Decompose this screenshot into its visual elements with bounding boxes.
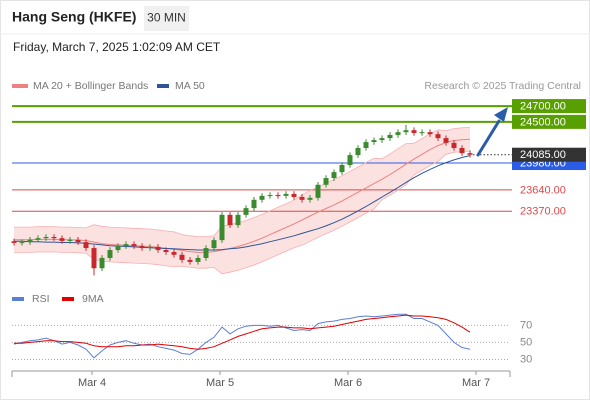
rsi-line: [13, 313, 471, 359]
candle-body: [451, 142, 457, 148]
candle-body: [163, 250, 169, 253]
interval-box: [144, 6, 189, 31]
candle-body: [355, 147, 361, 156]
candle-body: [227, 214, 233, 226]
candle-body: [363, 142, 369, 148]
candle-body: [115, 246, 121, 251]
x-tick-label: Mar 7: [462, 377, 490, 389]
source: Research © 2025 Trading Central: [424, 80, 581, 92]
candle-body: [91, 248, 97, 269]
candle-body: [283, 193, 289, 196]
candle-body: [259, 195, 265, 200]
legend-label: MA 20 + Bollinger Bands: [33, 80, 148, 92]
level-tag: [512, 114, 586, 129]
candle-body: [19, 242, 25, 244]
x-tick-label: Mar 6: [334, 377, 362, 389]
candle-body: [35, 238, 41, 240]
candle-body: [107, 250, 113, 258]
candle-body: [131, 244, 137, 247]
candle-body: [411, 130, 417, 133]
legend-swatch: [12, 297, 24, 301]
level-label: 24700.00: [520, 100, 566, 112]
last-price-tag: [512, 147, 586, 162]
legend-swatch: [62, 297, 74, 301]
candle-body: [307, 197, 313, 200]
candle-body: [27, 239, 33, 243]
candle-body: [443, 138, 449, 143]
candle-body: [83, 242, 89, 249]
level-label: 23640.00: [520, 184, 566, 196]
legend-label: 9MA: [82, 293, 104, 305]
candle-body: [331, 172, 337, 179]
candle-body: [243, 208, 249, 215]
candle-body: [59, 238, 65, 241]
rsi-tick-label: 70: [520, 319, 532, 331]
candle-body: [267, 195, 273, 197]
timestamp: Friday, March 7, 2025 1:02:09 AM CET: [13, 40, 221, 54]
x-tick-label: Mar 5: [206, 377, 234, 389]
candle-body: [187, 259, 193, 262]
legend-label: RSI: [32, 293, 50, 305]
ma50-line: [14, 155, 471, 251]
legend-label: MA 50: [175, 80, 205, 92]
candle-body: [171, 252, 177, 255]
x-tick-label: Mar 4: [78, 377, 106, 389]
candle-body: [387, 134, 393, 139]
candle-body: [139, 246, 145, 249]
rsi-tick-label: 30: [520, 353, 532, 365]
candle-body: [67, 239, 73, 241]
forecast-arrow: [476, 119, 501, 157]
legend-swatch: [157, 84, 169, 88]
candle-body: [235, 214, 241, 226]
interval: 30 MIN: [147, 11, 186, 25]
candle-body: [155, 246, 161, 251]
candle-body: [219, 214, 225, 241]
candle-body: [275, 195, 281, 197]
rsi-tick-label: 50: [520, 336, 532, 348]
candle-body: [395, 132, 401, 135]
candle-body: [291, 193, 297, 198]
level-label: 23370.00: [520, 206, 566, 218]
candle-body: [435, 134, 441, 139]
forecast-arrowhead: [494, 107, 508, 122]
candle-body: [427, 132, 433, 135]
bollinger-band: [14, 127, 470, 274]
candle-body: [179, 254, 185, 260]
candle-body: [203, 248, 209, 258]
candle-body: [371, 140, 377, 143]
last-price-label: 24085.00: [520, 149, 566, 161]
bollinger-lower: [14, 150, 471, 275]
candle-body: [99, 257, 105, 269]
candle-body: [51, 236, 57, 239]
candle-body: [323, 178, 329, 185]
candle-body: [123, 244, 129, 247]
rsi-ma-line: [14, 314, 471, 350]
bollinger-upper: [14, 127, 471, 237]
candle-body: [211, 240, 217, 249]
title: Hang Seng (HKFE): [12, 9, 136, 25]
level-label: 24500.00: [520, 116, 566, 128]
candle-body: [147, 246, 153, 249]
candle-body: [347, 155, 353, 166]
candle-body: [467, 153, 473, 155]
candle-body: [419, 132, 425, 134]
candle-body: [315, 184, 321, 198]
candle-body: [403, 130, 409, 133]
candle-body: [251, 199, 257, 209]
candle-body: [11, 241, 17, 243]
candle-body: [299, 197, 305, 200]
level-tag: [512, 99, 586, 114]
candle-body: [379, 138, 385, 141]
ma20-line: [14, 138, 471, 253]
candle-body: [339, 165, 345, 173]
legend-swatch: [12, 84, 28, 88]
candle-body: [195, 257, 201, 262]
candle-body: [459, 147, 465, 154]
candle-body: [43, 236, 49, 239]
candle-body: [75, 239, 81, 243]
